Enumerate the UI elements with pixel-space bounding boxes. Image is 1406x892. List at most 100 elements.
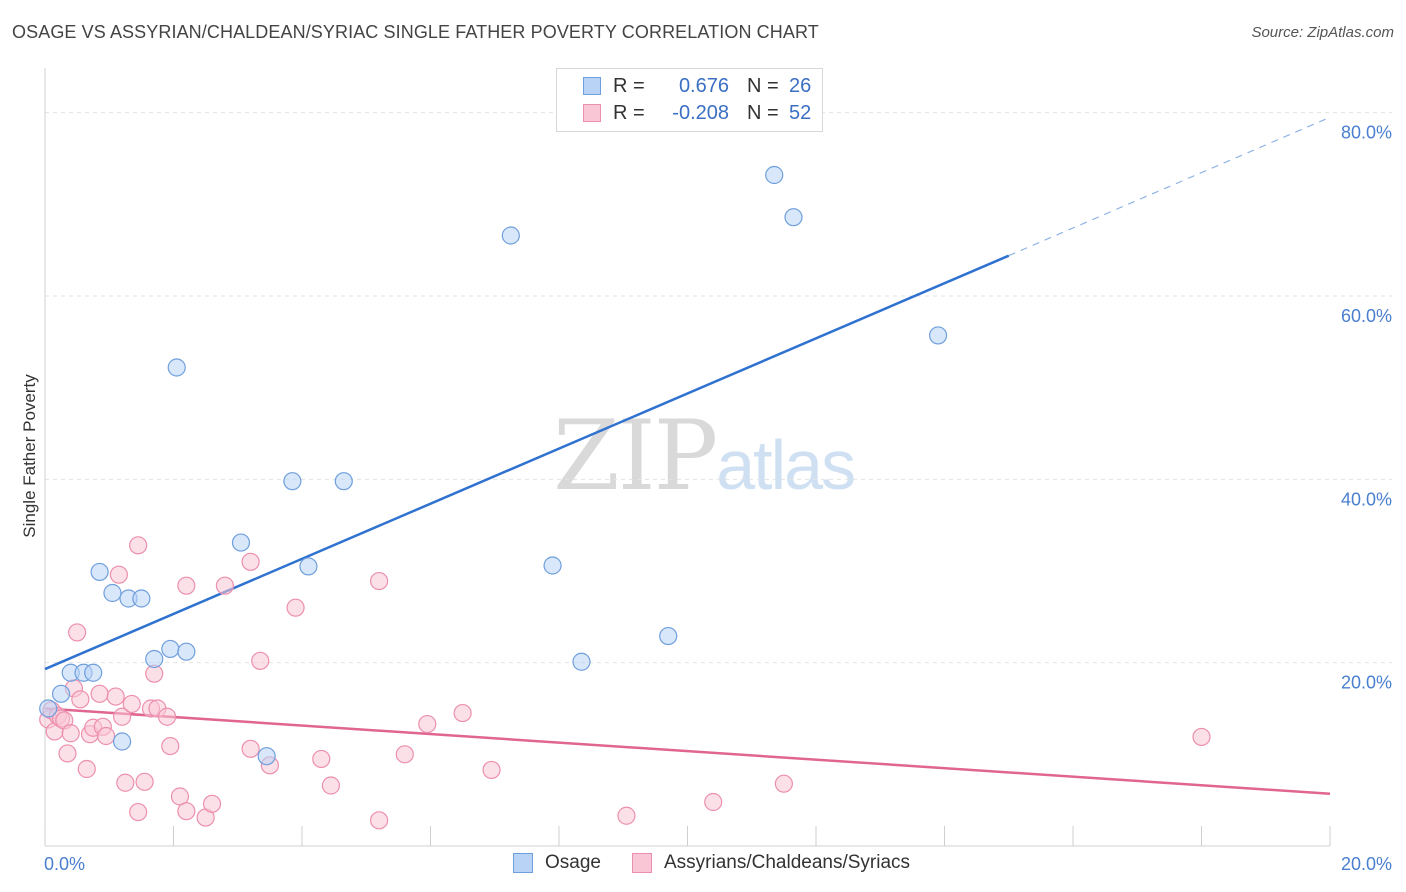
bottom-legend-assyrian: Assyrians/Chaldeans/Syriacs [632,852,910,874]
data-point-osage [167,358,186,377]
data-point-assyrian [251,651,270,670]
y-axis-label: Single Father Poverty [20,374,39,538]
data-point-assyrian [241,739,260,758]
point-layer [39,165,1211,830]
data-point-assyrian [68,623,87,642]
data-point-osage [928,326,948,345]
data-point-osage [112,732,132,751]
data-point-assyrian [395,745,414,764]
data-point-assyrian [215,576,234,595]
bottom-legend-label-assyrian: Assyrians/Chaldeans/Syriacs [664,852,911,873]
data-point-assyrian [286,598,305,617]
trend-line-osage [44,254,1010,671]
data-point-osage [572,652,591,671]
data-point-assyrian [482,760,501,780]
data-point-assyrian [312,749,331,769]
data-point-assyrian [370,811,389,830]
chart-title: OSAGE VS ASSYRIAN/CHALDEAN/SYRIAC SINGLE… [12,22,819,42]
legend-n-label: N = [747,101,779,124]
data-point-assyrian [418,714,437,734]
data-point-assyrian [71,690,90,709]
grid-layer [45,112,1392,664]
watermark-atlas: atlas [716,426,856,504]
data-point-osage [145,649,164,669]
data-point-assyrian [241,552,260,571]
data-point-assyrian [112,707,132,726]
legend-r-label: R = [613,101,645,124]
data-point-osage [334,472,353,491]
data-point-assyrian [370,571,389,591]
data-point-assyrian [453,703,472,723]
data-point-osage [765,165,784,185]
legend-n-value: 26 [789,74,812,97]
source-label: Source: ZipAtlas.com [1251,24,1394,41]
data-point-osage [543,556,562,575]
legend-r-label: R = [613,74,645,97]
data-point-osage [103,583,122,603]
data-point-assyrian [321,776,341,795]
data-point-assyrian [1192,727,1211,747]
y-tick-label: 20.0% [1341,673,1392,693]
data-point-assyrian [161,736,180,756]
legend-n-label: N = [747,74,779,97]
data-point-assyrian [177,576,196,595]
data-point-osage [299,557,318,576]
data-point-osage [231,533,251,552]
trend-layer [44,116,1331,795]
data-point-osage [784,208,803,227]
x-tick-label: 0.0% [44,854,85,874]
y-tick-label: 60.0% [1341,306,1392,326]
data-point-assyrian [774,774,793,793]
data-point-osage [161,639,180,659]
bottom-legend-label-osage: Osage [545,852,601,873]
legend-swatch-assyrian [583,104,601,122]
legend-row-assyrian: R = -0.208 N = 52 [557,100,811,126]
data-point-assyrian [106,687,125,706]
y-tick-label: 80.0% [1341,123,1392,143]
x-tick-label: 20.0% [1341,854,1392,874]
axis-layer [44,68,1331,847]
watermark: ZIPatlas [553,400,856,512]
label-layer: 20.0% 40.0% 60.0% 80.0% 0.0% 20.0% [44,123,1392,874]
data-point-assyrian [617,806,636,825]
trend-line-osage-extension [1008,116,1331,257]
legend-swatch-osage [583,77,601,95]
data-point-assyrian [129,802,148,822]
bottom-legend-swatch-osage [513,853,533,873]
data-point-osage [84,663,103,682]
data-point-assyrian [58,744,77,763]
data-point-osage [39,699,58,718]
bottom-legend-swatch-assyrian [632,853,652,873]
data-point-osage [257,747,276,766]
data-point-osage [501,226,520,245]
legend-r-value: 0.676 [678,74,729,97]
data-point-assyrian [177,802,196,821]
data-point-assyrian [61,724,80,743]
legend-row-osage: R = 0.676 N = 26 [557,73,811,99]
data-point-assyrian [96,726,116,746]
data-point-assyrian [90,684,109,703]
data-point-osage [283,472,302,491]
data-point-osage [132,589,151,608]
bottom-legend: Osage Assyrians/Chaldeans/Syriacs [0,852,1406,878]
trend-line-assyrian [44,707,1331,795]
data-point-osage [51,684,71,703]
legend-box: R = 0.676 N = 26 R = -0.208 N = 52 [556,68,823,132]
watermark-zip: ZIP [553,400,718,512]
data-point-assyrian [202,794,222,813]
data-point-assyrian [77,759,96,779]
data-point-assyrian [122,694,141,714]
data-point-assyrian [129,536,148,555]
legend-n-value: 52 [789,101,812,124]
data-point-assyrian [116,773,135,792]
data-point-assyrian [135,772,154,791]
data-point-assyrian [109,565,128,584]
data-point-assyrian [157,707,177,726]
data-point-osage [659,626,678,646]
data-point-osage [90,562,109,582]
legend-r-value: -0.208 [672,101,729,124]
y-tick-label: 40.0% [1341,489,1392,509]
bottom-legend-osage: Osage [513,852,601,874]
data-point-osage [177,642,196,661]
